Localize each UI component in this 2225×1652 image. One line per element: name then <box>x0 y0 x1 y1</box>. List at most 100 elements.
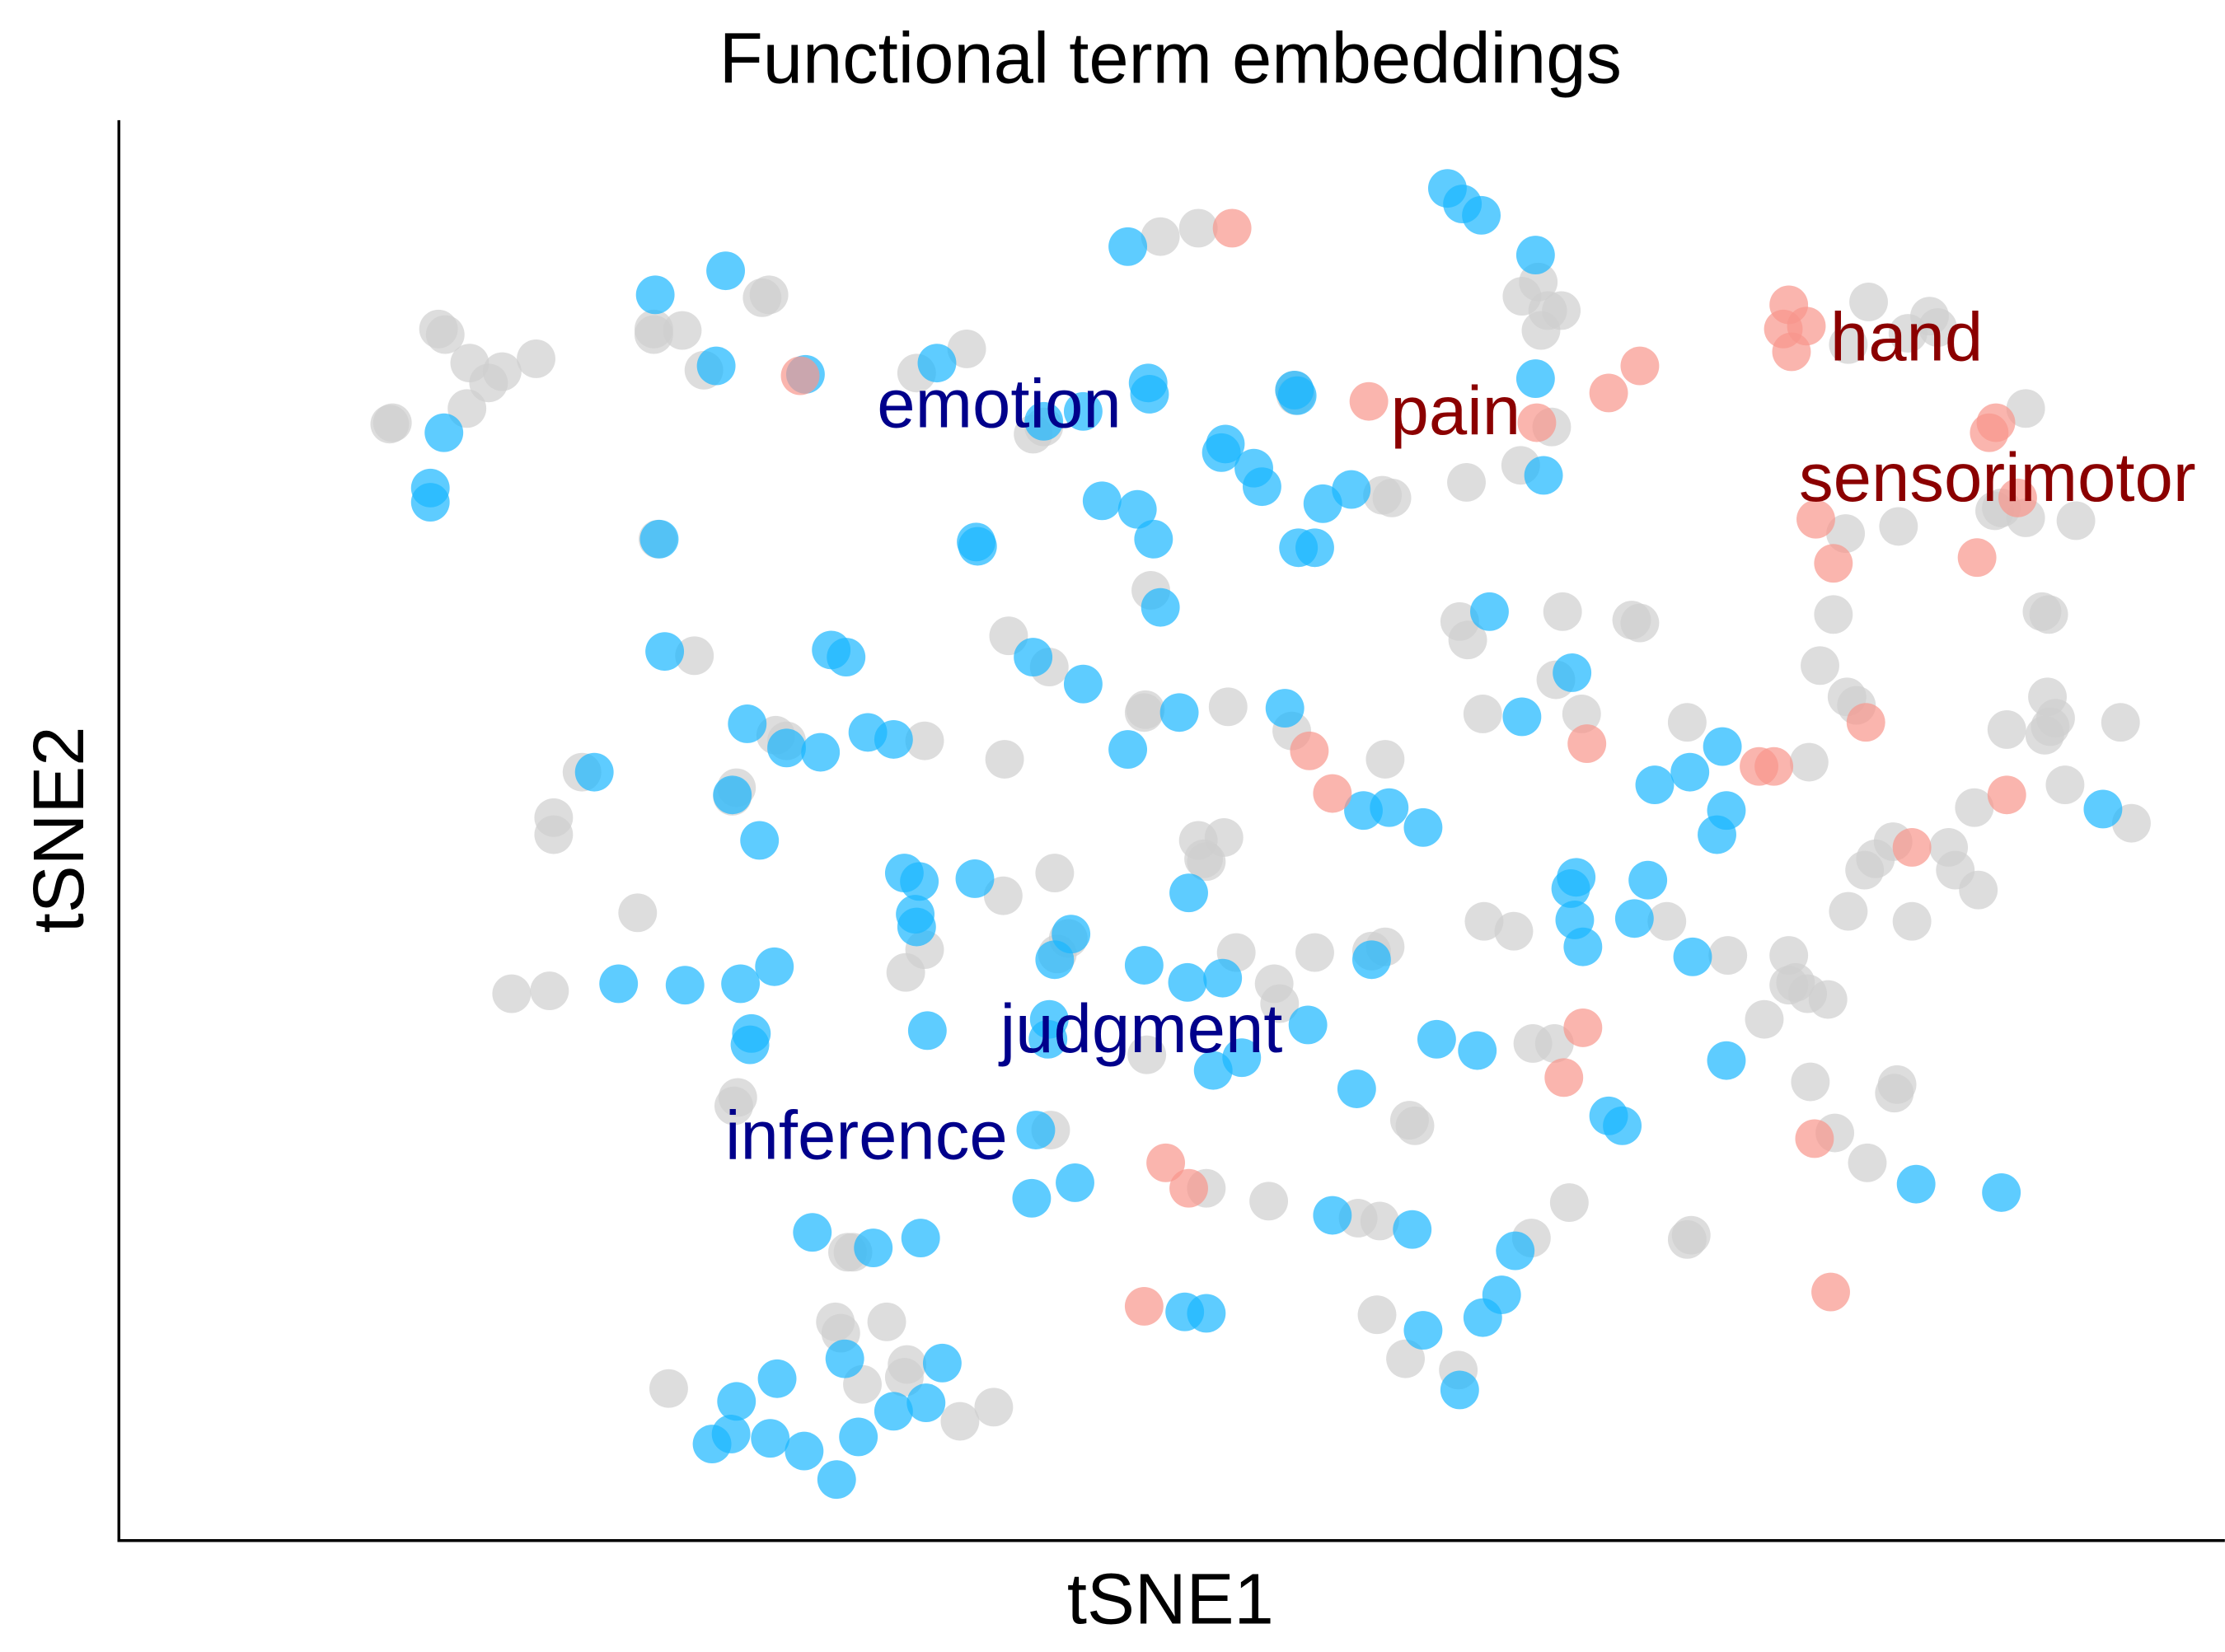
data-point-blue <box>1707 1041 1746 1080</box>
data-point-gray <box>1808 980 1848 1019</box>
data-point-red <box>1892 828 1932 867</box>
data-point-blue <box>1393 1210 1432 1249</box>
data-point-gray <box>1178 208 1218 248</box>
data-point-blue <box>1440 1370 1479 1410</box>
data-point-blue <box>424 413 464 452</box>
annotation-label-judgment: judgment <box>998 990 1283 1067</box>
data-point-red <box>1976 403 2016 442</box>
annotation-label-sensorimotor: sensorimotor <box>1799 439 2196 516</box>
data-point-blue <box>1303 484 1342 523</box>
data-point-red <box>1146 1143 1186 1182</box>
data-point-blue <box>706 251 745 291</box>
data-point-blue <box>1458 1031 1497 1070</box>
data-point-red <box>780 356 820 395</box>
data-point-gray <box>1464 901 1504 941</box>
data-point-gray <box>1829 892 1868 931</box>
data-point-blue <box>1187 1294 1226 1333</box>
data-point-gray <box>1463 695 1502 733</box>
data-point-gray <box>1389 1101 1429 1140</box>
data-point-blue <box>755 947 794 986</box>
data-point-gray <box>482 352 522 391</box>
data-point-blue <box>1337 1069 1376 1108</box>
data-point-gray <box>1534 1024 1574 1063</box>
data-point-blue <box>1896 1164 1936 1204</box>
data-point-gray <box>1372 478 1412 517</box>
data-point-blue <box>721 964 761 1004</box>
data-point-blue <box>1108 730 1148 769</box>
data-point-red <box>1517 403 1557 442</box>
data-point-blue <box>897 907 936 947</box>
data-point-blue <box>740 821 780 860</box>
data-point-blue <box>1024 401 1064 441</box>
data-point-gray <box>1849 283 1888 321</box>
points-layer <box>370 169 2151 1500</box>
data-point-blue <box>1288 1005 1328 1045</box>
data-point-gray <box>714 1086 753 1126</box>
annotation-label-emotion: emotion <box>877 365 1121 442</box>
data-point-red <box>1589 373 1628 413</box>
data-point-gray <box>1745 999 1784 1039</box>
data-point-blue <box>907 1011 947 1051</box>
data-point-gray <box>1386 1339 1425 1378</box>
data-point-gray <box>1671 1215 1711 1255</box>
data-point-gray <box>816 1302 855 1341</box>
data-point-blue <box>1277 376 1317 415</box>
data-point-gray <box>1249 1182 1289 1221</box>
data-point-blue <box>1524 456 1563 495</box>
data-point-blue <box>1614 899 1654 938</box>
data-point-red <box>1754 746 1794 786</box>
data-point-gray <box>1987 709 2026 749</box>
data-point-blue <box>917 344 957 383</box>
data-point-gray <box>1845 850 1885 890</box>
data-point-gray <box>974 1388 1014 1427</box>
data-point-gray <box>867 1302 906 1341</box>
annotation-label-pain: pain <box>1391 372 1521 449</box>
data-point-red <box>1349 381 1389 421</box>
data-point-blue <box>717 1382 756 1421</box>
data-point-blue <box>1028 1019 1068 1059</box>
annotation-label-hand: hand <box>1830 298 1983 375</box>
data-point-red <box>1620 346 1660 386</box>
data-point-gray <box>1667 703 1707 742</box>
data-point-blue <box>827 638 866 677</box>
data-point-blue <box>1014 638 1053 677</box>
data-point-gray <box>1562 695 1601 733</box>
data-point-gray <box>1848 1143 1887 1182</box>
data-point-gray <box>2045 765 2085 805</box>
data-point-gray <box>947 330 986 368</box>
data-point-blue <box>1470 592 1509 631</box>
data-point-gray <box>2022 592 2062 631</box>
data-point-blue <box>1012 1178 1052 1218</box>
data-point-red <box>1957 538 1997 578</box>
data-point-blue <box>1403 1311 1443 1350</box>
annotation-labels: emotion judgment inference pain hand sensorim… <box>725 298 2196 1173</box>
data-point-gray <box>1789 742 1829 782</box>
data-point-gray <box>1892 901 1932 941</box>
data-point-blue <box>1463 1298 1502 1337</box>
data-point-gray <box>1357 1295 1397 1335</box>
data-point-blue <box>801 732 841 772</box>
data-point-red <box>1772 332 1811 372</box>
data-point-gray <box>1620 603 1660 643</box>
data-point-blue <box>1698 815 1736 854</box>
data-point-blue <box>1124 946 1164 985</box>
data-point-blue <box>1515 359 1555 398</box>
data-point-blue <box>1553 653 1592 692</box>
chart-title: Functional term embeddings <box>719 19 1622 99</box>
data-point-blue <box>854 1228 893 1268</box>
data-point-gray <box>1295 933 1334 972</box>
data-point-gray <box>634 315 673 354</box>
data-point-gray <box>983 876 1023 915</box>
data-point-gray <box>985 740 1024 779</box>
data-point-blue <box>1056 1163 1094 1202</box>
data-point-blue <box>713 775 752 815</box>
data-point-blue <box>1313 1196 1352 1235</box>
data-point-blue <box>599 964 639 1004</box>
data-point-blue <box>922 1343 962 1383</box>
data-point-gray <box>492 974 532 1013</box>
data-point-gray <box>1260 984 1300 1023</box>
data-point-blue <box>1670 752 1710 792</box>
data-point-red <box>1290 731 1329 770</box>
data-point-blue <box>728 704 767 743</box>
data-point-blue <box>1417 1019 1456 1059</box>
